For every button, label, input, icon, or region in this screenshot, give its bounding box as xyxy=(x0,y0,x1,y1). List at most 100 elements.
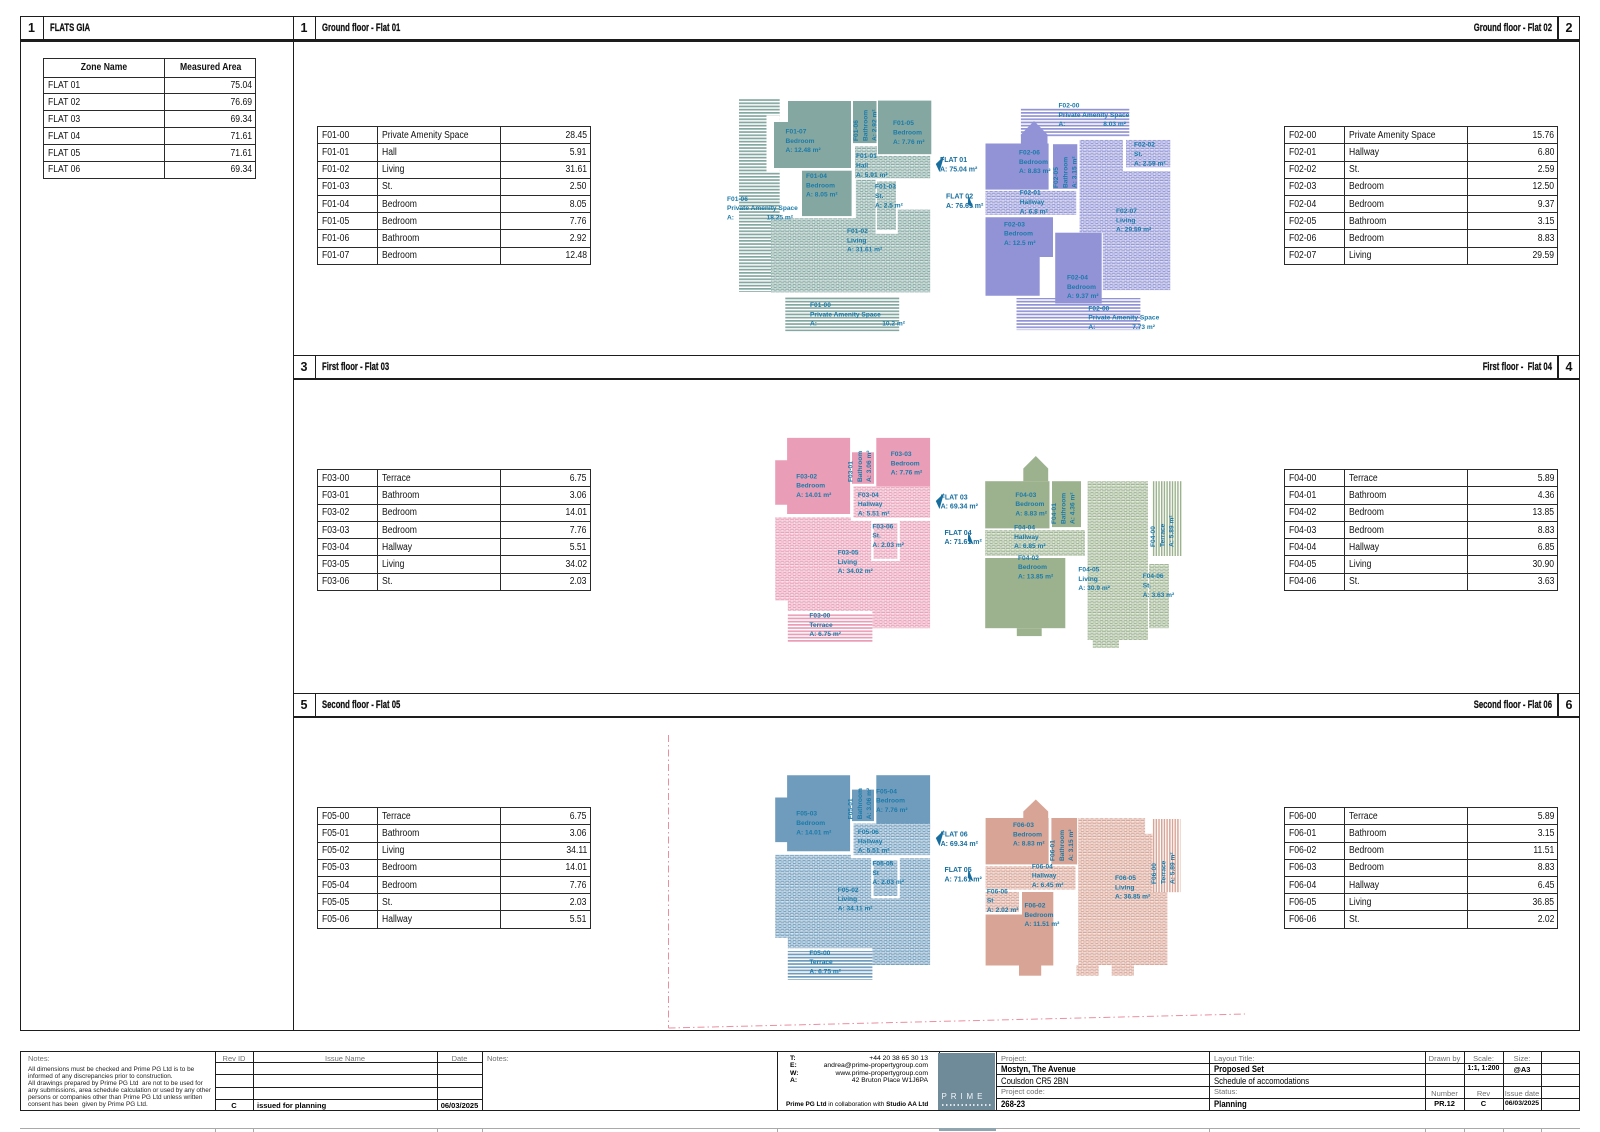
svg-text:F03-00: F03-00 xyxy=(809,613,830,620)
svg-text:F02-05: F02-05 xyxy=(1053,167,1060,188)
svg-text:F06-00: F06-00 xyxy=(1151,863,1158,884)
svg-text:A:: A: xyxy=(1059,121,1066,128)
svg-text:Hallway: Hallway xyxy=(858,838,883,845)
svg-text:A: 34.11 m²: A: 34.11 m² xyxy=(838,906,874,913)
svg-text:F06-03: F06-03 xyxy=(1013,822,1034,829)
svg-text:F05-00: F05-00 xyxy=(809,950,830,957)
svg-text:A: 6.75 m²: A: 6.75 m² xyxy=(809,968,841,975)
svg-text:F05-01: F05-01 xyxy=(848,798,855,819)
svg-text:Living: Living xyxy=(838,559,857,566)
svg-text:Living: Living xyxy=(838,896,857,903)
svg-text:FLAT 03: FLAT 03 xyxy=(941,494,968,501)
svg-text:F02-00: F02-00 xyxy=(1088,305,1109,312)
svg-text:F06-01: F06-01 xyxy=(1050,840,1057,861)
svg-text:A: 6.8 m²: A: 6.8 m² xyxy=(1020,208,1049,215)
svg-text:F02-07: F02-07 xyxy=(1116,208,1137,215)
svg-text:Private Amenity Space: Private Amenity Space xyxy=(727,205,798,212)
svg-text:A: 36.85 m²: A: 36.85 m² xyxy=(1115,894,1151,901)
svg-text:FLAT 02: FLAT 02 xyxy=(946,194,973,201)
svg-text:Bedroom: Bedroom xyxy=(1019,159,1048,166)
svg-text:A: 9.37 m²: A: 9.37 m² xyxy=(1067,293,1099,300)
svg-text:A: 8.83 m²: A: 8.83 m² xyxy=(1015,510,1047,517)
svg-text:F05-03: F05-03 xyxy=(796,811,817,818)
svg-text:18.25 m²: 18.25 m² xyxy=(767,215,794,222)
svg-text:F04-03: F04-03 xyxy=(1015,492,1036,499)
svg-text:A: 3.63 m²: A: 3.63 m² xyxy=(1143,592,1175,599)
svg-text:Bedroom: Bedroom xyxy=(1067,284,1096,291)
svg-text:F04-04: F04-04 xyxy=(1014,525,1035,532)
svg-text:F01-06: F01-06 xyxy=(853,120,860,141)
svg-text:A: 12.5 m²: A: 12.5 m² xyxy=(1004,240,1036,247)
svg-text:F03-02: F03-02 xyxy=(796,473,817,480)
svg-text:Bedroom: Bedroom xyxy=(786,138,815,145)
svg-text:F01-05: F01-05 xyxy=(893,120,914,127)
svg-text:A: 3.15 m²: A: 3.15 m² xyxy=(1072,156,1079,188)
svg-text:A: 5.89 m²: A: 5.89 m² xyxy=(1169,515,1176,547)
svg-text:A: 5.51 m²: A: 5.51 m² xyxy=(858,510,890,517)
svg-text:Bedroom: Bedroom xyxy=(1013,831,1042,838)
svg-text:A: 76.69 m²: A: 76.69 m² xyxy=(946,203,984,210)
svg-text:F01-04: F01-04 xyxy=(806,173,827,180)
svg-text:A: 8.83 m²: A: 8.83 m² xyxy=(1019,168,1051,175)
svg-text:Terrace: Terrace xyxy=(809,622,833,629)
svg-text:F04-06: F04-06 xyxy=(1143,573,1164,580)
svg-text:A: 6.85 m²: A: 6.85 m² xyxy=(1014,543,1046,550)
svg-text:A: 5.91 m²: A: 5.91 m² xyxy=(856,172,888,179)
svg-text:7.73 m²: 7.73 m² xyxy=(1132,324,1156,331)
svg-text:Terrace: Terrace xyxy=(1160,860,1167,884)
svg-text:F02-01: F02-01 xyxy=(1020,190,1041,197)
svg-text:Bedroom: Bedroom xyxy=(876,798,905,805)
svg-text:Bathroom: Bathroom xyxy=(857,788,864,819)
svg-text:F03-01: F03-01 xyxy=(848,461,855,482)
svg-text:F05-05: F05-05 xyxy=(872,861,893,868)
svg-text:A: 14.01 m²: A: 14.01 m² xyxy=(796,492,832,499)
svg-text:F06-05: F06-05 xyxy=(1115,875,1136,882)
svg-text:A: 7.76 m²: A: 7.76 m² xyxy=(876,807,908,814)
svg-text:Hallway: Hallway xyxy=(1014,534,1039,541)
svg-text:Terrace: Terrace xyxy=(809,959,833,966)
svg-text:A: 2.92 m²: A: 2.92 m² xyxy=(872,109,879,141)
svg-text:F02-06: F02-06 xyxy=(1019,150,1040,157)
svg-text:A: 4.36 m²: A: 4.36 m² xyxy=(1070,492,1077,524)
svg-text:St: St xyxy=(987,898,994,905)
svg-text:A: 34.02 m²: A: 34.02 m² xyxy=(838,568,874,575)
svg-text:A: 3.15 m²: A: 3.15 m² xyxy=(1068,829,1075,861)
svg-text:Hallway: Hallway xyxy=(858,501,883,508)
svg-text:F05-02: F05-02 xyxy=(838,887,859,894)
svg-text:A: 71.61 m²: A: 71.61 m² xyxy=(945,877,983,884)
svg-text:Bedroom: Bedroom xyxy=(806,182,835,189)
svg-text:F01-06: F01-06 xyxy=(727,196,748,203)
svg-text:Bedroom: Bedroom xyxy=(796,483,825,490)
svg-text:St.: St. xyxy=(875,193,884,200)
svg-text:FLAT 01: FLAT 01 xyxy=(940,157,967,164)
svg-text:F06-02: F06-02 xyxy=(1025,903,1046,910)
svg-text:A: 11.51 m²: A: 11.51 m² xyxy=(1025,921,1061,928)
svg-text:Hall: Hall xyxy=(856,163,868,170)
svg-text:A: 8.05 m²: A: 8.05 m² xyxy=(806,192,838,199)
svg-text:Private Amenity Space: Private Amenity Space xyxy=(810,311,881,318)
svg-text:A:: A: xyxy=(810,321,817,328)
svg-text:A: 2.03 m²: A: 2.03 m² xyxy=(872,542,904,549)
svg-text:A: 30.9 m²: A: 30.9 m² xyxy=(1078,585,1110,592)
svg-text:A: 5.89 m²: A: 5.89 m² xyxy=(1170,852,1177,884)
svg-text:Bedroom: Bedroom xyxy=(1018,564,1047,571)
svg-text:F01-07: F01-07 xyxy=(786,129,807,136)
svg-text:A: 2.02 m²: A: 2.02 m² xyxy=(987,907,1019,914)
svg-text:Bathroom: Bathroom xyxy=(857,451,864,482)
svg-text:A: 6.75 m²: A: 6.75 m² xyxy=(809,631,841,638)
svg-text:A: 2.03 m²: A: 2.03 m² xyxy=(872,879,904,886)
svg-text:A: 2.5 m²: A: 2.5 m² xyxy=(875,202,904,209)
svg-text:A: 6.45 m²: A: 6.45 m² xyxy=(1032,882,1064,889)
svg-text:Bathroom: Bathroom xyxy=(1062,157,1069,188)
svg-text:A: 14.01 m²: A: 14.01 m² xyxy=(796,829,832,836)
svg-text:F04-01: F04-01 xyxy=(1051,503,1058,524)
svg-text:St.: St. xyxy=(872,533,881,540)
svg-text:A:: A: xyxy=(727,215,734,222)
svg-text:F02-04: F02-04 xyxy=(1067,275,1088,282)
svg-text:Private Amenity Space: Private Amenity Space xyxy=(1088,315,1159,322)
svg-text:A: 69.34 m²: A: 69.34 m² xyxy=(941,841,979,848)
svg-text:Bedroom: Bedroom xyxy=(1025,912,1054,919)
svg-text:8.03 m²: 8.03 m² xyxy=(1103,121,1127,128)
svg-text:Living: Living xyxy=(1115,884,1134,891)
svg-text:St.: St. xyxy=(1143,583,1152,590)
